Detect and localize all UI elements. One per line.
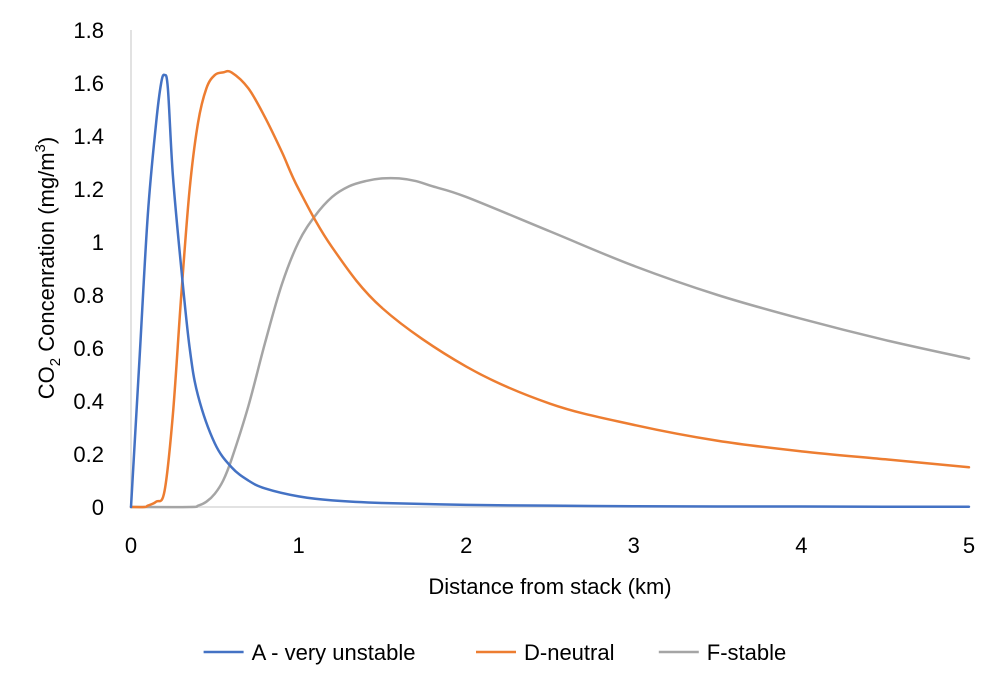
series-line: [129, 73, 971, 509]
y-axis-title-suffix: ): [34, 137, 59, 144]
legend-item: D-neutral: [476, 640, 614, 665]
legend-label: D-neutral: [524, 640, 614, 665]
x-tick-label: 4: [795, 533, 807, 558]
x-tick-label: 2: [460, 533, 472, 558]
legend: A - very unstable D-neutral F-stable: [203, 640, 786, 665]
legend-label: A - very unstable: [252, 640, 416, 665]
y-tick-label: 0.4: [73, 389, 104, 414]
x-tick-label: 5: [963, 533, 975, 558]
y-tick-label: 1.4: [73, 124, 104, 149]
y-axis-title-superscript: 3: [32, 144, 49, 152]
y-tick-label: 1.2: [73, 177, 104, 202]
x-tick-label: 1: [292, 533, 304, 558]
y-axis-title-subscript: 2: [47, 358, 64, 366]
legend-item: F-stable: [658, 640, 786, 665]
y-axis-title-prefix: CO: [34, 366, 59, 399]
x-tick-label: 0: [125, 533, 137, 558]
y-tick-label: 0.8: [73, 283, 104, 308]
y-axis-title: CO2 Concenration (mg/m3): [32, 137, 64, 399]
y-tick-label: 1.8: [73, 18, 104, 43]
y-axis-title-text: CO2 Concenration (mg/m3): [32, 137, 64, 399]
series-line: [129, 69, 971, 509]
legend-label: F-stable: [707, 640, 786, 665]
legend-item: A - very unstable: [203, 640, 416, 665]
y-axis-title-middle: Concenration (mg/m: [34, 152, 59, 357]
plot-area: 0 0.2 0.4 0.6 0.8 1 1.2 1.4 1.6 1.8 0 1 2 3 4 5: [73, 18, 975, 558]
x-tick-label: 3: [628, 533, 640, 558]
y-tick-label: 1.6: [73, 71, 104, 96]
series-line: [129, 176, 971, 509]
y-tick-label: 0: [92, 495, 104, 520]
y-tick-label: 1: [92, 230, 104, 255]
x-axis-title: Distance from stack (km): [428, 574, 671, 599]
y-tick-label: 0.2: [73, 442, 104, 467]
y-tick-label: 0.6: [73, 336, 104, 361]
